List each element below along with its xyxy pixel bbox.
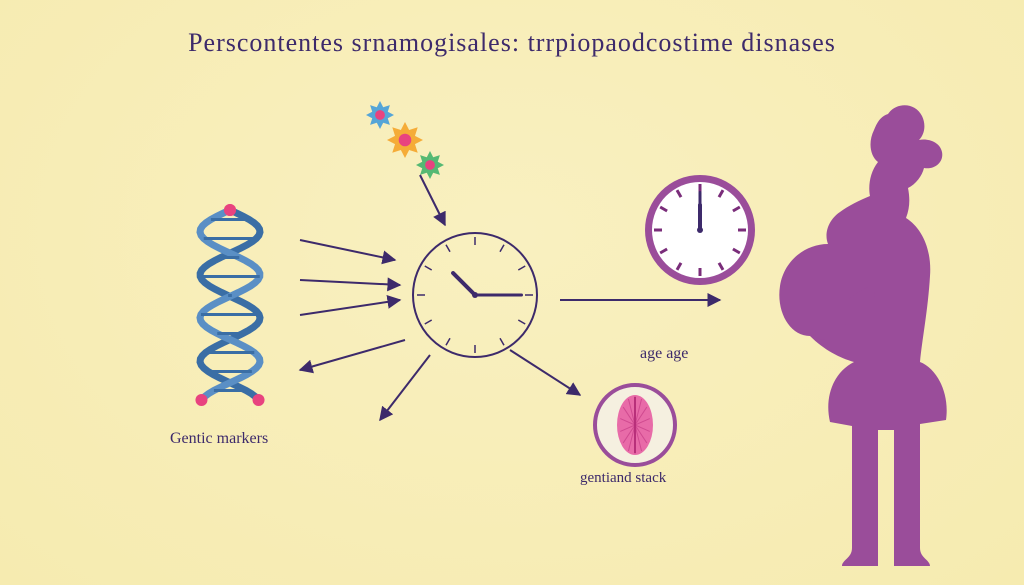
arrows-layer (0, 0, 1024, 585)
